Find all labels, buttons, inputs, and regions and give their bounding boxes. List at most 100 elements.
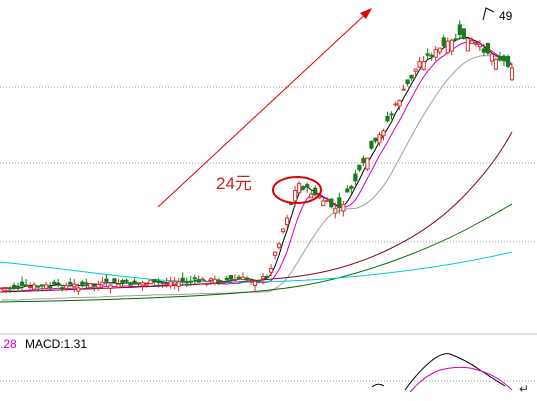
candle-body — [301, 186, 306, 190]
ma-line-120 — [0, 203, 513, 303]
trend-arrow — [157, 8, 372, 208]
return-glyph: ↵ — [519, 382, 529, 396]
candle-body — [256, 279, 262, 282]
candle-body — [100, 281, 105, 286]
macd-panel: .28 MACD:1.31 ↵ — [0, 337, 529, 396]
candle-body — [333, 207, 338, 214]
candle-body — [349, 186, 354, 189]
candle-body — [60, 287, 65, 290]
candle-body — [140, 282, 145, 286]
macd-label: MACD:1.31 — [25, 337, 87, 351]
ma-line-250 — [0, 251, 513, 283]
candle-body — [84, 282, 89, 285]
candle-body — [160, 281, 165, 284]
candle-body — [192, 277, 197, 280]
candle-body — [136, 282, 141, 285]
candle-body — [429, 54, 434, 57]
candle-body — [28, 286, 33, 289]
candle-body — [337, 197, 342, 209]
candle-body — [325, 199, 330, 202]
candle-body — [505, 55, 511, 67]
candle-body — [44, 284, 49, 289]
candle-body — [212, 278, 217, 284]
macd-left-fragment — [371, 383, 385, 388]
candle-body — [180, 277, 185, 282]
ma-line-mid — [1, 55, 513, 301]
candle-body — [112, 278, 117, 283]
candle-body — [108, 284, 113, 289]
candle-body — [285, 217, 290, 226]
candle-body — [200, 278, 205, 281]
macd-dif-line — [404, 353, 506, 391]
candle-body — [220, 282, 225, 285]
candle-body — [449, 39, 454, 52]
candle-body — [48, 286, 53, 289]
candle-body — [204, 283, 209, 286]
peak-label: 49 — [499, 9, 513, 23]
candle-body — [453, 38, 458, 41]
candle-body — [509, 67, 515, 81]
candle-body — [276, 243, 282, 248]
candle-body — [421, 61, 426, 70]
candle-body — [293, 189, 298, 202]
candle-body — [425, 53, 430, 56]
candle-body — [184, 281, 189, 284]
candle-body — [23, 284, 29, 287]
candle-body — [0, 287, 5, 290]
candle-body — [373, 137, 378, 142]
candle-body — [329, 198, 334, 208]
candle-body — [401, 88, 406, 91]
candle-body — [152, 279, 157, 282]
candle-body — [365, 157, 370, 170]
candle-body — [461, 28, 466, 40]
candle-body — [341, 203, 346, 212]
candle-body — [481, 48, 486, 53]
indicator-value: .28 — [0, 337, 17, 351]
candle-body — [132, 280, 137, 285]
candle-body — [216, 279, 221, 283]
candle-body — [172, 281, 177, 285]
candle-body — [248, 280, 254, 283]
candle-body — [493, 58, 499, 70]
candle-body — [128, 282, 133, 286]
candle-body — [268, 268, 274, 273]
candle-body — [477, 43, 482, 48]
candle-body — [36, 285, 41, 288]
candle-body — [64, 284, 69, 289]
candle-body — [88, 282, 93, 289]
candle-body — [232, 279, 238, 282]
candle-body — [469, 40, 474, 44]
candle-body — [501, 55, 507, 62]
candle-body — [144, 283, 149, 287]
candle-body — [361, 157, 366, 164]
peak-leader — [482, 7, 495, 21]
peak-marker: 49 — [482, 7, 513, 23]
candle-body — [473, 42, 478, 45]
candle-body — [56, 282, 61, 285]
candle-body — [457, 24, 462, 36]
candle-body — [305, 184, 310, 188]
grid — [0, 86, 537, 382]
candle-body — [297, 183, 302, 194]
candle-body — [188, 280, 193, 283]
candle-body — [445, 40, 450, 54]
candle-body — [413, 68, 418, 72]
candle-body — [244, 277, 250, 281]
candle-body — [168, 281, 173, 287]
candle-body — [497, 56, 503, 61]
candle-body — [433, 49, 438, 58]
candle-body — [281, 228, 286, 233]
price-annotation: 24元 — [216, 174, 252, 193]
candle-body — [176, 281, 181, 287]
candle-body — [120, 280, 125, 285]
candle-body — [52, 281, 57, 285]
candle-body — [236, 276, 242, 280]
candle-body — [345, 188, 350, 193]
candle-body — [264, 276, 270, 279]
candle-body — [409, 74, 414, 79]
candles — [0, 20, 515, 295]
candle-body — [437, 47, 442, 53]
candle-body — [72, 283, 77, 288]
candle-body — [76, 287, 81, 292]
